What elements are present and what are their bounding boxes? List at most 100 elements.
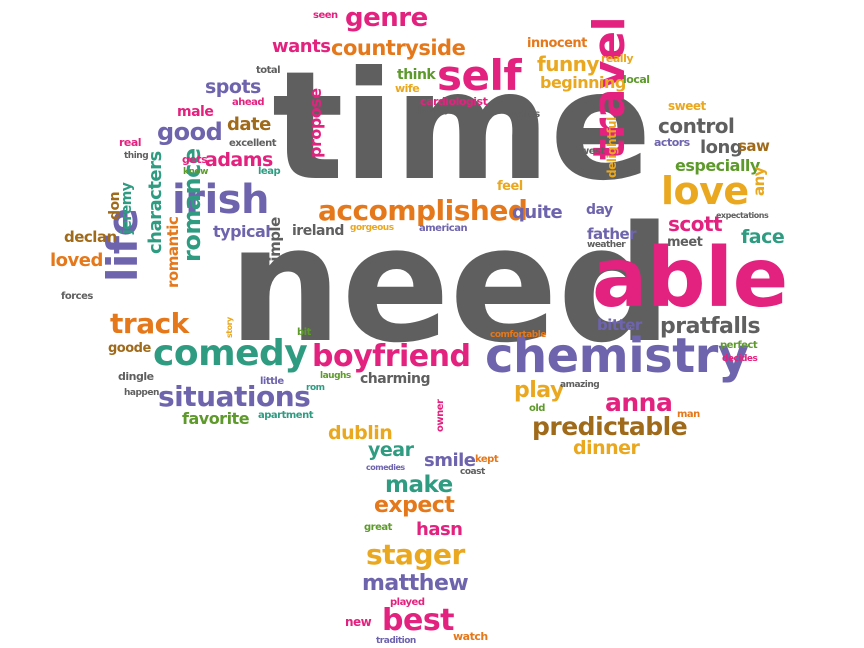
word-forces: forces [61,291,93,302]
word-pratfalls: pratfalls [660,314,761,339]
word-year: year [368,439,414,461]
word-amazing: amazing [560,380,600,390]
word-especially: especially [675,156,760,175]
word-loved: loved [50,250,103,271]
word-great: great [364,522,392,533]
word-happen: happen [124,388,159,398]
word-total: total [256,65,281,76]
word-good: good [157,118,223,146]
word-sweet: sweet [668,99,706,113]
word-long: long [700,137,743,158]
word-spots: spots [205,76,261,98]
word-decides: decides [722,354,758,364]
word-propose: propose [306,88,325,158]
word-situations: situations [158,380,311,413]
word-love: love [661,169,749,213]
word-father: father [587,225,637,243]
word-control: control [658,114,735,138]
word-expectations: expectations [716,211,769,220]
word-excellent: excellent [229,138,276,149]
word-actors: actors [654,136,690,149]
word-date: date [227,114,271,135]
word-meet: meet [667,235,703,250]
word-declan: declan [64,228,117,246]
word-scott: scott [668,212,723,236]
word-play: play [514,378,564,403]
word-owner: owner [435,399,446,432]
word-local: local [623,73,650,86]
word-dingle: dingle [118,370,154,383]
word-smile: smile [424,450,476,471]
word-comedy: comedy [153,333,308,374]
word-old: old [529,403,545,414]
word-anna: anna [605,388,673,417]
word-track: track [110,307,189,340]
word-apartment: apartment [258,410,313,421]
word-journey: journey [418,106,449,115]
word-need: need [228,191,672,378]
word-know: know [183,167,208,177]
word-innocent: innocent [527,36,587,51]
word-time: time [272,40,652,214]
word-cardiologist: cardiologist [420,95,488,108]
word-chemistry: chemistry [485,328,749,384]
word-tradition: tradition [376,636,416,646]
word-romantic: romantic [164,216,182,288]
word-countryside: countryside [331,36,466,60]
word-self: self [437,51,522,100]
word-characters: characters [145,151,166,254]
word-beginning: beginning [540,73,626,92]
word-new: new [345,615,372,629]
word-west: west [580,146,605,157]
word-day: day [586,202,613,218]
word-expect: expect [374,493,455,518]
word-typical: typical [213,222,271,241]
word-charming: charming [360,371,431,387]
word-american: american [419,223,468,234]
word-stager: stager [366,538,465,571]
word-make: make [385,472,453,498]
word-saw: saw [738,137,770,155]
word-feel: feel [497,179,523,194]
word-watch: watch [453,630,488,643]
word-gorgeous: gorgeous [350,223,394,233]
word-irish: irish [172,177,269,223]
word-boyfriend: boyfriend [312,339,471,374]
word-dublin: dublin [328,422,393,444]
word-ahead: ahead [232,97,265,108]
word-accomplished: accomplished [318,194,528,227]
word-wales: wales [510,109,540,120]
word-delightful: delightful [605,117,619,178]
word-hasn: hasn [416,519,463,540]
word-weather: weather [587,240,626,250]
word-rom: rom [306,383,325,393]
word-bitter: bitter [597,316,642,334]
word-ireland: ireland [292,223,344,239]
word-little: little [260,376,284,387]
word-played: played [390,597,425,608]
word-man: man [677,409,700,420]
word-wife: wife [395,82,420,95]
word-goode: goode [108,341,151,356]
word-perfect: perfect [720,340,758,351]
word-predictable: predictable [532,412,688,441]
word-face: face [741,226,785,248]
word-leap: leap [258,166,281,177]
word-comedies: comedies [366,463,405,472]
word-story: story [225,317,234,338]
word-thing: thing [124,151,149,161]
word-seen: seen [313,10,338,21]
word-able: able [592,231,788,326]
word-genre: genre [345,3,428,33]
word-funny: funny [537,52,599,76]
word-adams: adams [205,149,273,171]
word-any: any [750,166,768,196]
word-real: real [119,136,142,149]
word-think: think [397,67,436,83]
word-best: best [382,603,455,638]
word-comfortable: comfortable [490,330,546,340]
word-favorite: favorite [182,409,250,428]
word-really: really [601,52,634,65]
word-matthew: matthew [362,571,469,596]
